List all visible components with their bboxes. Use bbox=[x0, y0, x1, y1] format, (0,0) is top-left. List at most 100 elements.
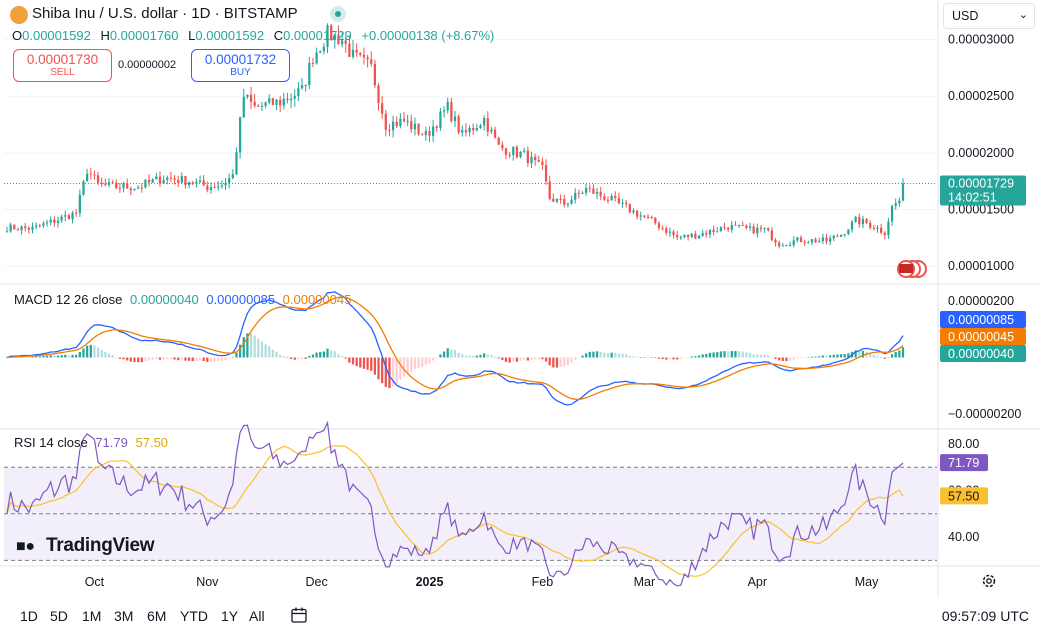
candle-body bbox=[486, 118, 489, 132]
macd-tick-label: −0.00000200 bbox=[948, 407, 1021, 421]
candle-body bbox=[665, 228, 668, 233]
candle-body bbox=[730, 224, 733, 230]
timeframe-1y[interactable]: 1Y bbox=[221, 608, 239, 624]
candle-body bbox=[424, 131, 427, 135]
candle-body bbox=[770, 230, 774, 240]
macd-histogram-bar bbox=[100, 349, 103, 358]
buy-button[interactable]: 0.00001732 BUY bbox=[191, 49, 290, 82]
shiba-logo-icon bbox=[10, 6, 28, 24]
candle-body bbox=[872, 227, 875, 229]
gear-icon[interactable] bbox=[981, 573, 997, 589]
candle-body bbox=[719, 227, 723, 232]
macd-histogram-bar bbox=[67, 355, 71, 358]
candle-body bbox=[894, 203, 897, 206]
candle-body bbox=[344, 40, 347, 44]
macd-histogram-bar bbox=[497, 357, 500, 359]
last-price-tag-bg bbox=[940, 175, 1026, 206]
candle-body bbox=[818, 241, 821, 243]
candle-body bbox=[184, 176, 187, 186]
macd-histogram-bar bbox=[679, 357, 682, 360]
macd-histogram-bar bbox=[577, 357, 580, 358]
macd-histogram-bar bbox=[49, 355, 52, 358]
price-countdown: 14:02:51 bbox=[948, 190, 997, 204]
macd-histogram-bar bbox=[315, 352, 318, 358]
macd-histogram-bar bbox=[581, 355, 584, 358]
candle-body bbox=[475, 128, 478, 131]
candle-body bbox=[803, 242, 806, 244]
candle-body bbox=[574, 192, 577, 200]
candle-body bbox=[268, 98, 271, 103]
macd-histogram-bar bbox=[202, 357, 205, 361]
calendar-icon[interactable] bbox=[290, 606, 309, 625]
rsi-line bbox=[6, 420, 904, 587]
macd-histogram-bar bbox=[260, 341, 264, 358]
candle-body bbox=[639, 215, 642, 217]
macd-line-value: 0.00000085 bbox=[206, 292, 276, 307]
macd-histogram-bar bbox=[759, 354, 763, 358]
candle-body bbox=[807, 242, 810, 244]
candle-body bbox=[880, 227, 883, 233]
macd-histogram-bar bbox=[289, 357, 293, 360]
timeframe-5d[interactable]: 5D bbox=[50, 608, 68, 624]
macd-histogram-bar bbox=[421, 357, 424, 367]
macd-histogram-bar bbox=[24, 356, 27, 358]
timeframe-all[interactable]: All bbox=[249, 608, 265, 624]
candle-body bbox=[854, 216, 857, 222]
macd-histogram-bar bbox=[854, 350, 857, 358]
macd-histogram-bar bbox=[730, 351, 733, 358]
chart-svg[interactable]: 0.00003000 0.00002500 0.00002000 0.00001500… bbox=[0, 0, 1041, 597]
candle-body bbox=[348, 43, 351, 57]
candle-body bbox=[435, 126, 438, 129]
tradingview-logo[interactable]: ■● TradingView bbox=[16, 535, 155, 557]
candle-body bbox=[625, 202, 628, 205]
macd-hist-value: 0.00000040 bbox=[130, 292, 199, 307]
timeframe-ytd[interactable]: YTD bbox=[180, 608, 208, 624]
macd-histogram-bar bbox=[756, 354, 759, 358]
candle-body bbox=[289, 98, 293, 101]
currency-value: USD bbox=[952, 9, 979, 23]
macd-histogram-bar bbox=[206, 357, 209, 362]
timeframe-1d[interactable]: 1D bbox=[20, 608, 38, 624]
macd-histogram-bar bbox=[366, 357, 369, 370]
timeframe-3m[interactable]: 3M bbox=[114, 608, 134, 624]
currency-select[interactable]: USD ⌄ bbox=[943, 3, 1035, 29]
candle-body bbox=[810, 239, 814, 243]
candle-body bbox=[778, 242, 781, 247]
macd-histogram-bar bbox=[78, 352, 81, 358]
macd-histogram-bar bbox=[734, 350, 737, 358]
timeframe-1m[interactable]: 1M bbox=[82, 608, 102, 624]
candle-body bbox=[140, 187, 143, 189]
sell-button[interactable]: 0.00001730 SELL bbox=[13, 49, 112, 82]
macd-histogram-bar bbox=[872, 354, 875, 358]
candle-body bbox=[16, 229, 20, 231]
candle-body bbox=[27, 228, 30, 230]
macd-histogram-bar bbox=[523, 357, 526, 360]
rsi-value-tag: 71.79 bbox=[948, 456, 979, 470]
macd-histogram-bar bbox=[858, 350, 861, 358]
candle-body bbox=[147, 179, 151, 183]
macd-histogram-bar bbox=[574, 357, 577, 360]
macd-signal-tag: 0.00000045 bbox=[948, 330, 1014, 344]
macd-histogram-bar bbox=[111, 355, 114, 358]
macd-histogram-bar bbox=[435, 357, 438, 359]
macd-histogram-bar bbox=[614, 352, 617, 358]
utc-clock[interactable]: 09:57:09 UTC bbox=[941, 608, 1029, 624]
candle-body bbox=[60, 216, 63, 221]
candle-body bbox=[799, 237, 803, 243]
candle-body bbox=[271, 98, 275, 105]
macd-histogram-bar bbox=[45, 355, 49, 358]
candle-body bbox=[417, 123, 420, 135]
macd-histogram-bar bbox=[209, 357, 213, 362]
timeframe-6m[interactable]: 6M bbox=[147, 608, 167, 624]
macd-histogram-bar bbox=[723, 351, 726, 358]
candle-body bbox=[359, 52, 362, 55]
candle-body bbox=[599, 191, 602, 197]
symbol-title[interactable]: Shiba Inu / U.S. dollar · 1D · BITSTAMP bbox=[32, 5, 298, 22]
time-axis-label: 2025 bbox=[416, 575, 444, 589]
candle-body bbox=[35, 225, 38, 227]
candle-body bbox=[45, 222, 49, 224]
macd-histogram-bar bbox=[432, 357, 435, 361]
candle-body bbox=[118, 188, 122, 190]
macd-histogram-bar bbox=[220, 357, 224, 361]
macd-histogram-bar bbox=[31, 356, 34, 358]
